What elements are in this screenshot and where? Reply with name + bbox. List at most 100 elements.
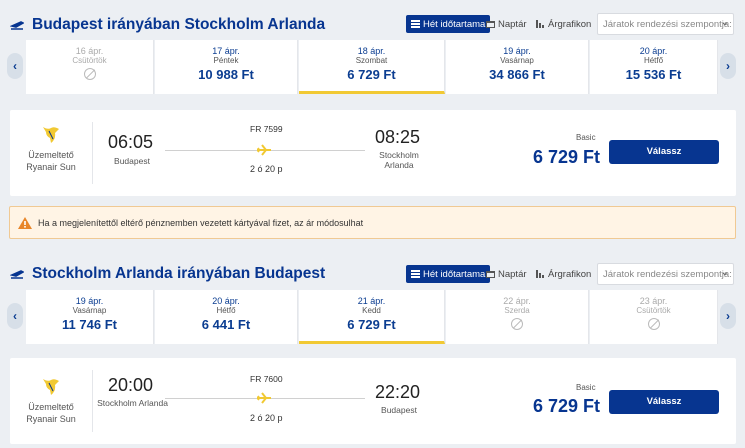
ryanair-harp-logo xyxy=(43,127,59,143)
inbound-header: Stockholm Arlanda irányában Budapest Hét… xyxy=(0,262,745,288)
price-chart-button[interactable]: Árgrafikon xyxy=(536,15,591,33)
outbound-date-bar: ‹ 16 ápr. Csütörtök 17 ápr. Péntek 10 98… xyxy=(0,40,745,94)
fare-name: Basic xyxy=(576,133,596,142)
calendar-label: Naptár xyxy=(498,268,527,280)
date-label: 16 ápr. xyxy=(75,46,104,56)
inbound-title: Stockholm Arlanda irányában Budapest xyxy=(32,265,326,282)
plane-icon xyxy=(10,21,24,30)
chevron-right-icon: › xyxy=(726,59,730,73)
inbound-date-bar: ‹ 19 ápr. Vasárnap 11 746 Ft 20 ápr. Hét… xyxy=(0,290,745,344)
flight-number: FR 7600 xyxy=(250,374,283,384)
day-label: Szombat xyxy=(355,56,388,65)
calendar-icon xyxy=(486,21,495,28)
arrive-time: 22:20 xyxy=(375,382,421,402)
date-price: 34 866 Ft xyxy=(489,67,545,82)
date-price: 6 729 Ft xyxy=(347,317,396,332)
date-cell-selected[interactable]: 18 ápr. Szombat 6 729 Ft xyxy=(299,40,445,94)
day-label: Hétfő xyxy=(216,306,236,315)
plane-icon xyxy=(257,392,271,404)
flight-duration: 2 ó 20 p xyxy=(250,164,283,174)
day-label: Hétfő xyxy=(643,56,664,65)
date-price: 6 729 Ft xyxy=(347,67,396,82)
no-flight-icon xyxy=(83,68,96,80)
depart-city: Budapest xyxy=(114,156,150,166)
currency-warning: Ha a megjelenítettől eltérő pénznemben v… xyxy=(9,206,736,239)
date-cell: 22 ápr. Szerda xyxy=(446,290,589,344)
price-chart-label: Árgrafikon xyxy=(548,18,592,30)
operator-name: Ryanair Sun xyxy=(26,162,76,172)
depart-time: 06:05 xyxy=(108,132,154,152)
day-label: Vasárnap xyxy=(500,56,534,65)
sort-select-placeholder: Járatok rendezési szempontja: xyxy=(603,269,732,280)
divider xyxy=(92,370,93,432)
week-view-button[interactable]: Hét időtartama xyxy=(406,265,491,283)
day-label: Vasárnap xyxy=(72,306,107,315)
price-chart-label: Árgrafikon xyxy=(548,268,592,280)
sort-select-placeholder: Járatok rendezési szempontja: xyxy=(603,19,732,30)
date-price: 11 746 Ft xyxy=(62,317,117,332)
depart-city: Stockholm Arlanda xyxy=(97,398,168,408)
flight-duration: 2 ó 20 p xyxy=(250,413,283,423)
operator-name: Ryanair Sun xyxy=(26,414,76,424)
day-label: Péntek xyxy=(213,56,239,65)
calendar-label: Naptár xyxy=(498,18,527,30)
calendar-button[interactable]: Naptár xyxy=(486,15,527,33)
date-price: 6 441 Ft xyxy=(201,317,251,332)
list-icon xyxy=(411,20,420,28)
sort-select[interactable]: Járatok rendezési szempontja: ⌄ xyxy=(597,13,734,35)
calendar-button[interactable]: Naptár xyxy=(486,265,527,283)
week-view-label: Hét időtartama xyxy=(423,18,486,30)
date-cell[interactable]: 17 ápr. Péntek 10 988 Ft xyxy=(155,40,298,94)
date-label: 19 ápr. xyxy=(503,46,531,56)
outbound-flight-card: Üzemeltető Ryanair Sun 06:05 Budapest FR… xyxy=(10,110,736,196)
date-label: 20 ápr. xyxy=(212,296,240,306)
date-cell: 23 ápr. Csütörtök xyxy=(590,290,718,344)
week-view-button[interactable]: Hét időtartama xyxy=(406,15,491,33)
select-flight-button[interactable]: Válassz xyxy=(609,390,719,414)
next-dates-button[interactable]: › xyxy=(720,53,736,79)
chevron-down-icon: ⌄ xyxy=(720,267,729,278)
date-cell[interactable]: 20 ápr. Hétfő 6 441 Ft xyxy=(155,290,298,344)
flight-price: 6 729 Ft xyxy=(532,396,600,416)
date-price: 10 988 Ft xyxy=(198,67,254,82)
divider xyxy=(92,122,93,184)
prev-dates-button[interactable]: ‹ xyxy=(7,303,23,329)
week-view-label: Hét időtartama xyxy=(423,268,486,280)
arrive-city: Stockholm Arlanda xyxy=(379,150,419,170)
next-dates-button[interactable]: › xyxy=(720,303,736,329)
day-label: Szerda xyxy=(504,306,530,315)
outbound-header: Budapest irányában Stockholm Arlanda Hét… xyxy=(0,13,745,39)
warning-text: Ha a megjelenítettől eltérő pénznemben v… xyxy=(38,218,364,228)
day-label: Csütörtök xyxy=(636,306,671,315)
operator-label: Üzemeltető xyxy=(28,402,74,412)
select-flight-button[interactable]: Válassz xyxy=(609,140,719,164)
date-cell[interactable]: 20 ápr. Hétfő 15 536 Ft xyxy=(590,40,718,94)
depart-time: 20:00 xyxy=(108,375,154,395)
date-label: 20 ápr. xyxy=(639,46,668,56)
operator-label: Üzemeltető xyxy=(28,150,74,160)
list-icon xyxy=(411,270,420,278)
date-label: 21 ápr. xyxy=(357,296,386,306)
price-chart-button[interactable]: Árgrafikon xyxy=(536,265,591,283)
date-label: 19 ápr. xyxy=(75,296,104,306)
calendar-icon xyxy=(486,271,495,278)
warning-icon xyxy=(18,217,32,229)
date-cell[interactable]: 19 ápr. Vasárnap 11 746 Ft xyxy=(26,290,154,344)
fare-name: Basic xyxy=(576,383,596,392)
sort-select[interactable]: Járatok rendezési szempontja: ⌄ xyxy=(597,263,734,285)
outbound-title: Budapest irányában Stockholm Arlanda xyxy=(32,16,326,33)
no-flight-icon xyxy=(511,318,523,330)
inbound-flight-card: Üzemeltető Ryanair Sun 20:00 Stockholm A… xyxy=(10,358,736,444)
chevron-right-icon: › xyxy=(726,309,730,323)
date-cell[interactable]: 19 ápr. Vasárnap 34 866 Ft xyxy=(446,40,589,94)
ryanair-harp-logo xyxy=(43,379,59,395)
prev-dates-button[interactable]: ‹ xyxy=(7,53,23,79)
plane-icon xyxy=(257,144,271,156)
arrive-time: 08:25 xyxy=(375,127,421,147)
date-label: 17 ápr. xyxy=(212,46,240,56)
date-price: 15 536 Ft xyxy=(625,67,682,82)
plane-icon xyxy=(10,270,24,279)
date-cell-selected[interactable]: 21 ápr. Kedd 6 729 Ft xyxy=(299,290,445,344)
arrive-city: Budapest xyxy=(381,405,417,415)
day-label: Csütörtök xyxy=(72,56,107,65)
